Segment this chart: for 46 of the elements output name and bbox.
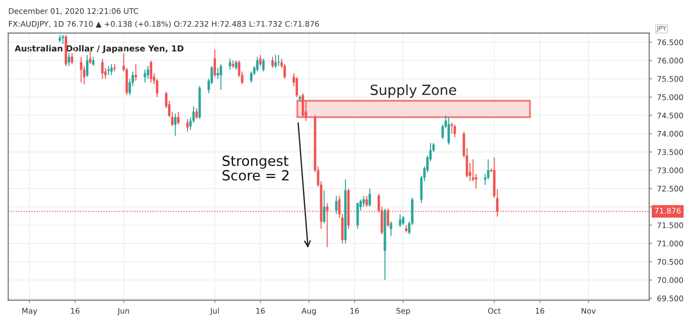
candlestick xyxy=(390,220,392,237)
candlestick xyxy=(450,122,453,134)
candlestick xyxy=(454,124,456,138)
candlestick xyxy=(144,69,146,83)
candlestick xyxy=(398,214,402,228)
candlestick xyxy=(335,195,338,215)
candlestick xyxy=(228,58,232,70)
candlestick xyxy=(296,76,298,98)
candlestick xyxy=(256,56,259,72)
candlestick xyxy=(216,67,220,80)
candlestick xyxy=(259,54,262,66)
candlestick xyxy=(322,190,326,224)
candlestick xyxy=(134,64,138,82)
candlestick xyxy=(101,58,104,80)
candlestick xyxy=(366,195,368,208)
candlestick xyxy=(92,56,94,66)
band-label: Supply Zone xyxy=(370,84,456,98)
candlestick xyxy=(110,64,113,76)
candlestick xyxy=(68,52,70,66)
candlestick xyxy=(262,58,265,72)
candlestick xyxy=(234,60,238,70)
candlestick xyxy=(186,118,189,132)
candlestick xyxy=(448,116,450,146)
candlestick xyxy=(368,188,371,208)
candlestick xyxy=(107,66,110,76)
annotation: Strongest Score = 2 xyxy=(222,156,288,181)
candlestick xyxy=(195,108,198,120)
candlestick xyxy=(70,52,74,65)
candlestick xyxy=(89,50,92,65)
candlestick xyxy=(62,34,64,45)
candlestick xyxy=(472,158,474,182)
candlestick xyxy=(150,60,152,83)
candlestick xyxy=(220,64,222,90)
candlestick xyxy=(277,54,280,66)
candlestick xyxy=(474,173,478,190)
candlestick xyxy=(214,49,216,78)
candlestick xyxy=(402,216,404,226)
candlestick xyxy=(362,195,365,208)
candlestick xyxy=(80,56,82,83)
candlestick xyxy=(146,66,150,80)
candlestick xyxy=(271,56,274,68)
candlestick xyxy=(177,111,180,126)
candlestick xyxy=(174,113,177,136)
candlestick xyxy=(86,54,88,78)
candlestick xyxy=(356,202,359,230)
candlestick xyxy=(274,54,277,68)
